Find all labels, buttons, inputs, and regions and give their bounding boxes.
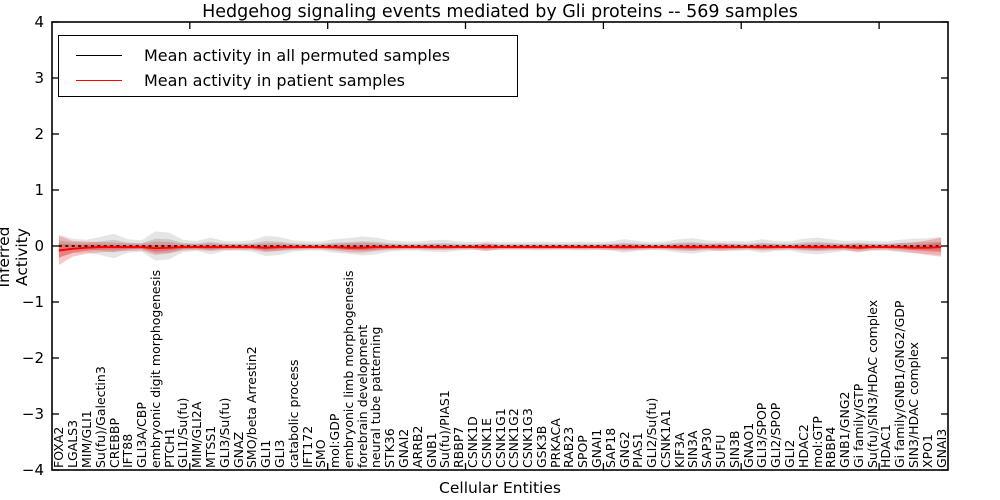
x-category-label: SUFU [713, 434, 729, 468]
x-category-label: SAP30 [699, 427, 715, 468]
x-category-label: GLI2 [781, 439, 797, 468]
y-tick-label: 4 [34, 13, 44, 31]
x-category-label: GSK3B [533, 425, 549, 468]
x-category-label: GLI3 [271, 439, 287, 468]
legend-label: Mean activity in patient samples [144, 70, 405, 90]
axis-ticks [52, 21, 948, 471]
x-category-label: GLI2/Su(fu) [644, 397, 660, 468]
x-category-label: catabolic process [285, 359, 301, 468]
x-category-label: SIN3B [726, 430, 742, 469]
x-category-label: Su(fu)/Galectin3 [92, 366, 108, 468]
x-category-label: PTCH1 [161, 427, 177, 468]
x-category-label: CSNK1G2 [506, 408, 522, 468]
x-category-label: HDAC1 [878, 424, 894, 468]
x-category-label: CSNK1A1 [657, 409, 673, 468]
x-axis-label: Cellular Entities [439, 479, 561, 497]
y-tick-label: −4 [21, 461, 44, 479]
x-category-label: SAP18 [602, 427, 618, 468]
x-category-label: KIF3A [671, 432, 687, 468]
x-category-label: embryonic limb morphogenesis [340, 270, 356, 468]
x-category-label: XPO1 [919, 434, 935, 468]
x-category-label: GNAI2 [396, 428, 411, 468]
x-category-label: GNAI1 [588, 428, 604, 468]
x-category-label: GLI3/SPOP [754, 402, 770, 468]
x-category-label: MTSS1 [203, 425, 219, 468]
x-category-label: SMO [313, 439, 329, 468]
y-tick-label: 0 [34, 237, 44, 255]
x-category-label: RBBP7 [451, 426, 467, 468]
x-category-label: GLI2/SPOP [768, 402, 784, 468]
x-category-label: CSNK1G3 [520, 408, 536, 468]
chart-title: Hedgehog signaling events mediated by Gl… [202, 2, 798, 22]
x-category-label: mol:GTP [809, 416, 825, 468]
x-category-label: GNAO1 [740, 422, 756, 468]
y-tick-label: 2 [34, 125, 44, 143]
patient-line-sample [76, 79, 122, 81]
x-category-label: LGALS3 [65, 419, 81, 468]
x-category-label: RBBP4 [823, 426, 839, 468]
x-category-label: mol:GDP [327, 413, 343, 468]
x-category-label: GNG2 [616, 431, 632, 468]
x-category-label: SIN3A [685, 430, 701, 468]
x-category-label: MIM/GLI2A [189, 401, 205, 468]
x-category-label: GLI1/Su(fu) [175, 397, 191, 468]
x-category-label: CSNK1E [478, 417, 494, 468]
x-category-label: PRKACA [547, 418, 563, 468]
x-category-label: Gi family/GTP [850, 383, 866, 468]
x-category-label: SPOP [575, 435, 591, 468]
x-category-label: GNAZ [230, 431, 246, 468]
legend-item-permuted: Mean activity in all permuted samples [59, 40, 517, 70]
x-category-label: GLI1 [258, 439, 274, 468]
x-category-label: SMO/beta Arrestin2 [244, 346, 260, 468]
x-category-label: CSNK1G1 [492, 408, 508, 468]
legend-label: Mean activity in all permuted samples [144, 45, 451, 65]
x-category-label: HDAC2 [795, 424, 811, 468]
x-category-label: Su(fu)/PIAS1 [437, 390, 453, 468]
legend-item-patient: Mean activity in patient samples [59, 65, 517, 95]
x-category-label: RAB23 [561, 426, 577, 468]
x-category-label: Gi family/GNB1/GNG2/GDP [892, 300, 908, 468]
x-category-label: FOXA2 [51, 426, 67, 468]
y-tick-label: −1 [21, 293, 44, 311]
x-category-label: IFT88 [120, 433, 136, 468]
x-category-label: neural tube patterning [368, 326, 384, 468]
x-category-label: PIAS1 [630, 432, 646, 468]
x-category-label: CSNK1D [464, 416, 480, 468]
x-category-label: MIM/GLI1 [78, 410, 94, 468]
x-category-label: IFT172 [299, 425, 315, 468]
x-category-label: CREBBP [106, 418, 122, 468]
x-category-label: GLI3A/CBP [134, 402, 150, 468]
x-category-label: STK36 [382, 428, 398, 468]
permuted-line-sample [76, 54, 122, 56]
legend: Mean activity in all permuted samples Me… [58, 35, 518, 97]
x-category-label: SIN3/HDAC complex [906, 342, 922, 468]
y-tick-label: 1 [34, 181, 44, 199]
x-category-label: ARRB2 [409, 425, 425, 468]
x-category-label: GNB1/GNG2 [837, 391, 853, 468]
x-category-label: GNAI3 [933, 428, 949, 468]
x-category-label: GLI3/Su(fu) [216, 397, 232, 468]
x-category-label: GNB1 [423, 432, 439, 468]
y-tick-label: 3 [34, 69, 44, 87]
x-category-label: embryonic digit morphogenesis [147, 269, 163, 468]
x-category-label: Su(fu)/SIN3/HDAC complex [864, 299, 880, 468]
y-tick-label: −2 [21, 349, 44, 367]
y-tick-label: −3 [21, 405, 44, 423]
permuted-band [58, 231, 942, 261]
patient-mean-line [58, 246, 942, 252]
x-category-label: forebrain development [354, 324, 370, 468]
